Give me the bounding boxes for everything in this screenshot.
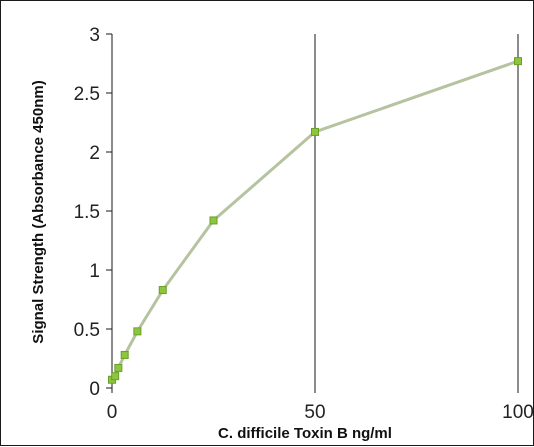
y-axis-label: Signal Strength (Absorbance 450nm)	[30, 80, 47, 343]
data-point	[311, 127, 319, 136]
y-tick-label: 1.5	[74, 202, 100, 223]
x-tick-labels: 0 50 100	[107, 402, 534, 423]
y-tick-label: 1	[89, 261, 100, 282]
data-point	[111, 372, 120, 381]
data-point	[209, 216, 218, 225]
data-point	[114, 363, 123, 372]
series-layer	[108, 57, 522, 384]
x-tick-label: 50	[304, 402, 325, 423]
data-point	[514, 57, 522, 66]
y-tick-label: 2	[89, 143, 100, 164]
x-tick-label: 100	[502, 402, 534, 423]
y-tick-label: 0.5	[74, 320, 100, 341]
data-point	[120, 350, 129, 359]
y-tick-labels: 0 0.5 1 1.5 2 2.5 3	[74, 25, 100, 400]
y-tick-label: 2.5	[74, 84, 100, 105]
grid-lines	[106, 33, 519, 393]
data-point	[158, 286, 167, 295]
x-tick-label: 0	[107, 402, 118, 423]
y-tick-label: 3	[89, 25, 100, 46]
y-tick-label: 0	[89, 379, 100, 400]
data-point	[133, 327, 142, 336]
x-axis-label: C. difficile Toxin B ng/ml	[218, 425, 392, 442]
